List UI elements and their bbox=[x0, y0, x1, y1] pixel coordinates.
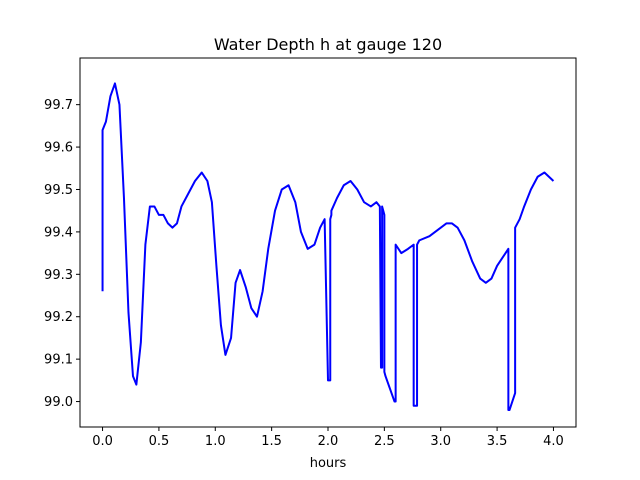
y-tick-label: 99.4 bbox=[44, 225, 73, 240]
y-tick-label: 99.7 bbox=[44, 98, 73, 113]
y-tick-label: 99.0 bbox=[44, 395, 73, 410]
x-tick-label: 2.0 bbox=[318, 434, 339, 449]
x-axis-ticks: 0.0 0.5 1.0 1.5 2.0 2.5 3.0 3.5 4.0 bbox=[92, 427, 564, 449]
y-tick-label: 99.5 bbox=[44, 183, 73, 198]
x-tick-label: 0.0 bbox=[92, 434, 113, 449]
series-line-1 bbox=[101, 82, 555, 412]
y-tick-label: 99.1 bbox=[44, 353, 73, 368]
x-tick-label: 1.5 bbox=[261, 434, 282, 449]
x-tick-label: 3.5 bbox=[487, 434, 508, 449]
plot-frame bbox=[79, 57, 577, 428]
x-tick-label: 2.5 bbox=[374, 434, 395, 449]
x-tick-label: 4.0 bbox=[543, 434, 564, 449]
y-axis-ticks: 99.0 99.1 99.2 99.3 99.4 99.5 99.6 99.7 bbox=[44, 98, 80, 410]
y-tick-label: 99.3 bbox=[44, 268, 73, 283]
x-tick-label: 0.5 bbox=[149, 434, 170, 449]
chart-title: Water Depth h at gauge 120 bbox=[214, 35, 442, 54]
x-tick-label: 3.0 bbox=[430, 434, 451, 449]
y-tick-label: 99.2 bbox=[44, 310, 73, 325]
y-tick-label: 99.6 bbox=[44, 141, 73, 156]
x-axis-label: hours bbox=[310, 456, 347, 471]
x-tick-label: 1.0 bbox=[205, 434, 226, 449]
series-layer bbox=[101, 82, 555, 412]
